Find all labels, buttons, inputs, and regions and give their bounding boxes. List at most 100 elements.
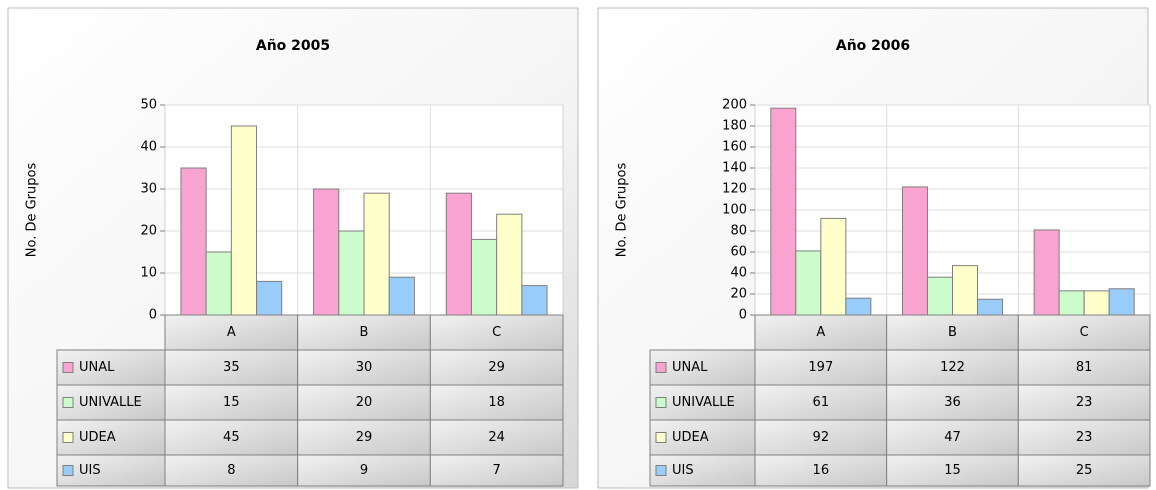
table-cell	[754, 454, 888, 487]
table-cell	[1017, 454, 1151, 487]
table-cell	[429, 384, 564, 421]
y-tick-label: 120	[722, 182, 747, 197]
bar	[1033, 229, 1060, 316]
legend-label: UIS	[79, 463, 101, 478]
y-axis-label: No. De Grupos	[615, 163, 630, 258]
table-value: 9	[360, 463, 368, 478]
bar	[521, 285, 548, 316]
legend-swatch	[655, 465, 667, 476]
legend-label: UNIVALLE	[79, 395, 142, 410]
table-value: 7	[493, 463, 501, 478]
legend-label: UNAL	[672, 360, 708, 375]
legend-label: UNIVALLE	[672, 395, 735, 410]
legend-swatch	[62, 397, 74, 408]
legend-label: UIS	[672, 463, 694, 478]
table-value: 8	[227, 463, 235, 478]
category-label: A	[816, 325, 825, 340]
bar	[1108, 288, 1135, 316]
bar	[338, 230, 365, 316]
table-cell	[164, 384, 299, 421]
y-tick-label: 40	[730, 266, 747, 281]
table-cell	[297, 349, 431, 386]
table-value: 45	[223, 430, 240, 445]
y-tick-label: 20	[730, 287, 747, 302]
table-cell	[429, 349, 564, 386]
bar	[363, 192, 390, 316]
table-cell	[1017, 384, 1151, 421]
y-tick-label: 0	[149, 308, 157, 323]
table-value: 61	[813, 395, 830, 410]
y-tick-label: 200	[722, 98, 747, 113]
legend-swatch	[655, 362, 667, 373]
table-cell	[56, 419, 166, 456]
bar	[795, 250, 822, 316]
table-value: 47	[944, 430, 961, 445]
table-value: 36	[944, 395, 961, 410]
table-value: 24	[488, 430, 505, 445]
y-tick-label: 140	[722, 161, 747, 176]
y-tick-label: 180	[722, 119, 747, 134]
bar	[470, 238, 498, 316]
table-value: 35	[223, 360, 240, 375]
table-cell	[649, 454, 756, 487]
table-cell	[297, 454, 431, 487]
category-label: B	[360, 325, 369, 340]
table-cell	[429, 314, 564, 351]
bar	[820, 217, 847, 316]
bar	[180, 167, 207, 316]
legend-label: UDEA	[672, 430, 709, 445]
table-value: 18	[488, 395, 505, 410]
category-label: C	[1080, 325, 1089, 340]
y-tick-label: 40	[140, 140, 157, 155]
table-value: 81	[1076, 360, 1093, 375]
chart-title: Año 2006	[836, 38, 910, 54]
y-tick-label: 10	[140, 266, 157, 281]
table-cell	[754, 349, 888, 386]
bar	[313, 188, 340, 316]
table-value: 15	[944, 463, 961, 478]
table-value: 23	[1076, 430, 1093, 445]
table-cell	[649, 349, 756, 386]
bar	[388, 276, 415, 316]
table-cell	[886, 349, 1019, 386]
y-tick-label: 0	[739, 308, 747, 323]
y-tick-label: 20	[140, 224, 157, 239]
bar	[977, 298, 1004, 316]
bar	[901, 186, 928, 316]
bar	[256, 280, 283, 316]
bar	[445, 192, 472, 316]
chart-title: Año 2005	[256, 38, 330, 54]
table-cell	[56, 454, 166, 487]
table-value: 29	[488, 360, 505, 375]
legend-swatch	[62, 362, 74, 373]
y-tick-label: 30	[140, 182, 157, 197]
table-cell	[429, 454, 564, 487]
bar	[926, 276, 954, 316]
y-tick-label: 100	[722, 203, 747, 218]
y-tick-label: 80	[730, 224, 747, 239]
bar	[952, 265, 979, 316]
table-value: 29	[356, 430, 373, 445]
bar	[1058, 290, 1085, 316]
bar	[770, 107, 797, 316]
category-label: C	[492, 325, 501, 340]
y-tick-label: 160	[722, 140, 747, 155]
table-value: 30	[356, 360, 373, 375]
bar	[1083, 290, 1110, 316]
legend-swatch	[655, 397, 667, 408]
table-value: 122	[940, 360, 965, 375]
y-tick-label: 60	[730, 245, 747, 260]
y-axis-label: No. De Grupos	[25, 163, 40, 258]
table-value: 20	[356, 395, 373, 410]
legend-swatch	[62, 432, 74, 443]
bar	[205, 251, 232, 316]
legend-label: UDEA	[79, 430, 116, 445]
bar	[845, 297, 872, 316]
table-value: 197	[808, 360, 833, 375]
bar	[230, 125, 258, 316]
table-value: 92	[813, 430, 830, 445]
y-tick-label: 50	[140, 98, 157, 113]
table-value: 23	[1076, 395, 1093, 410]
table-cell	[164, 419, 299, 456]
